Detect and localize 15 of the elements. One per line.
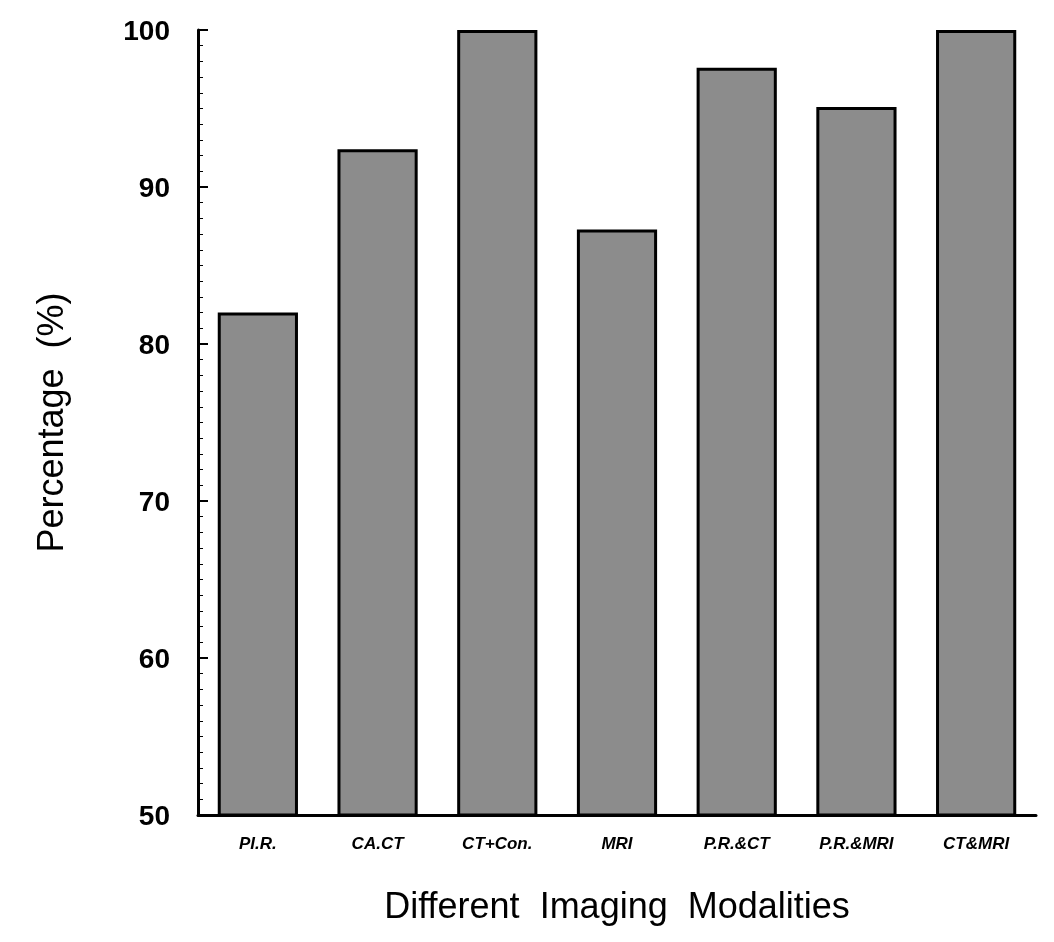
x-tick-label: P.R.&CT: [703, 834, 772, 853]
x-tick-label: CA.CT: [351, 834, 406, 853]
y-axis-title: Percentage (%): [29, 292, 71, 553]
x-tick-label: MRI: [601, 834, 634, 853]
y-tick-label: 60: [138, 642, 170, 674]
y-tick-label: 70: [138, 485, 170, 517]
y-tick-label: 80: [138, 328, 170, 360]
x-tick-label: CT+Con.: [462, 834, 533, 853]
y-tick-label: 90: [138, 171, 170, 203]
y-tick-label: 100: [123, 14, 170, 46]
x-tick-label: P.R.&MRI: [819, 834, 895, 853]
x-tick-label: PI.R.: [238, 834, 277, 853]
y-tick-label: 50: [138, 799, 170, 831]
x-tick-label: CT&MRI: [943, 834, 1011, 853]
x-axis-title: Different Imaging Modalities: [384, 884, 850, 926]
